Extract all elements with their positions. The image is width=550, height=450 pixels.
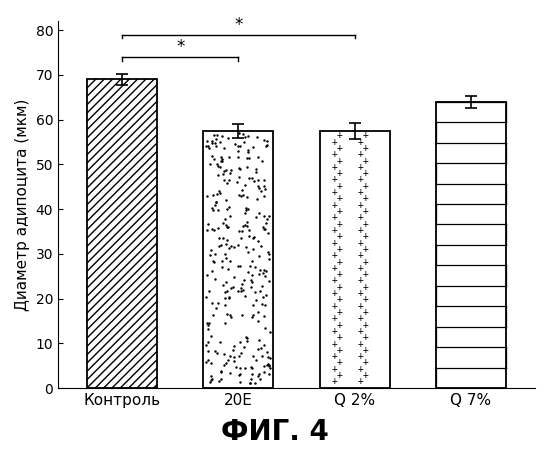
Text: +: + xyxy=(358,377,364,387)
Text: +: + xyxy=(332,137,338,147)
Text: *: * xyxy=(234,16,243,34)
Text: +: + xyxy=(358,351,364,361)
Text: +: + xyxy=(362,332,368,342)
Text: +: + xyxy=(332,250,338,260)
Text: +: + xyxy=(332,263,338,273)
Text: +: + xyxy=(358,288,364,298)
Text: +: + xyxy=(332,238,338,248)
Text: +: + xyxy=(337,219,343,229)
Text: +: + xyxy=(337,282,343,292)
Text: +: + xyxy=(358,162,364,172)
Text: +: + xyxy=(332,313,338,323)
Text: +: + xyxy=(332,275,338,285)
Text: +: + xyxy=(358,263,364,273)
Text: +: + xyxy=(337,269,343,279)
Bar xyxy=(436,102,506,388)
Text: +: + xyxy=(332,301,338,310)
Text: +: + xyxy=(362,307,368,317)
Text: +: + xyxy=(337,194,343,203)
Text: +: + xyxy=(362,156,368,166)
Bar xyxy=(204,131,273,388)
Text: +: + xyxy=(337,345,343,355)
Text: +: + xyxy=(337,181,343,191)
Text: +: + xyxy=(332,225,338,235)
Text: +: + xyxy=(337,156,343,166)
Text: +: + xyxy=(358,250,364,260)
Text: +: + xyxy=(362,320,368,329)
Text: +: + xyxy=(332,187,338,197)
Text: +: + xyxy=(332,377,338,387)
Text: +: + xyxy=(358,301,364,310)
Text: +: + xyxy=(332,326,338,336)
Text: +: + xyxy=(332,200,338,210)
Text: +: + xyxy=(362,294,368,304)
Text: +: + xyxy=(332,162,338,172)
Text: +: + xyxy=(358,238,364,248)
Text: +: + xyxy=(358,212,364,222)
Text: +: + xyxy=(332,149,338,159)
Text: +: + xyxy=(362,269,368,279)
Y-axis label: Диаметр адипоцита (мкм): Диаметр адипоцита (мкм) xyxy=(15,99,30,311)
Text: +: + xyxy=(337,130,343,140)
Text: +: + xyxy=(362,357,368,368)
Text: +: + xyxy=(358,225,364,235)
Text: +: + xyxy=(337,143,343,153)
Text: +: + xyxy=(358,137,364,147)
Text: +: + xyxy=(358,275,364,285)
Bar xyxy=(320,131,389,388)
Text: +: + xyxy=(337,370,343,380)
Text: +: + xyxy=(337,244,343,254)
Text: +: + xyxy=(337,332,343,342)
Text: +: + xyxy=(332,175,338,184)
Text: +: + xyxy=(358,364,364,374)
Text: +: + xyxy=(332,364,338,374)
Text: *: * xyxy=(176,38,184,56)
Text: +: + xyxy=(362,143,368,153)
Bar xyxy=(87,79,157,388)
Text: ФИГ. 4: ФИГ. 4 xyxy=(221,418,329,446)
Text: +: + xyxy=(337,357,343,368)
Text: +: + xyxy=(358,187,364,197)
Text: +: + xyxy=(362,130,368,140)
Text: +: + xyxy=(337,168,343,178)
Text: +: + xyxy=(362,194,368,203)
Text: +: + xyxy=(362,256,368,266)
Text: +: + xyxy=(337,256,343,266)
Text: +: + xyxy=(362,206,368,216)
Text: +: + xyxy=(332,288,338,298)
Text: +: + xyxy=(358,338,364,349)
Text: +: + xyxy=(362,231,368,241)
Text: +: + xyxy=(362,168,368,178)
Text: +: + xyxy=(362,345,368,355)
Text: +: + xyxy=(332,212,338,222)
Text: +: + xyxy=(362,244,368,254)
Text: +: + xyxy=(358,326,364,336)
Text: +: + xyxy=(362,181,368,191)
Text: +: + xyxy=(358,200,364,210)
Text: +: + xyxy=(332,351,338,361)
Text: +: + xyxy=(358,149,364,159)
Text: +: + xyxy=(337,206,343,216)
Text: +: + xyxy=(337,294,343,304)
Text: +: + xyxy=(362,219,368,229)
Text: +: + xyxy=(337,307,343,317)
Text: +: + xyxy=(337,231,343,241)
Text: +: + xyxy=(358,175,364,184)
Text: +: + xyxy=(362,282,368,292)
Text: +: + xyxy=(332,338,338,349)
Text: +: + xyxy=(362,370,368,380)
Text: +: + xyxy=(358,313,364,323)
Text: +: + xyxy=(337,320,343,329)
